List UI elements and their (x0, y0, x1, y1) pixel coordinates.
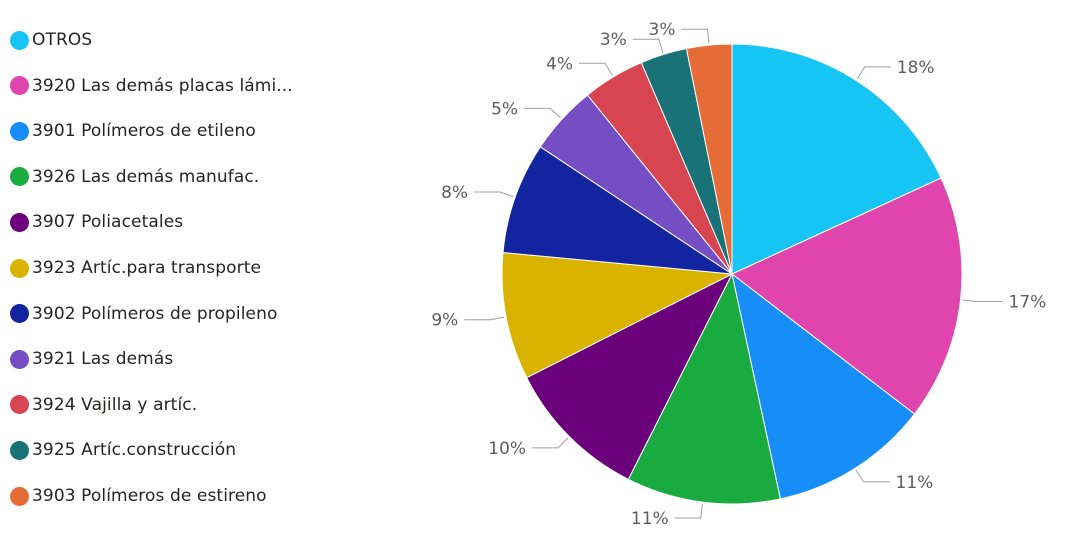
legend-label: 3924 Vajilla y artíc. (32, 394, 198, 415)
legend-item[interactable]: 3920 Las demás placas lámi... (10, 74, 293, 98)
leader-line (856, 66, 891, 79)
data-label: 9% (431, 311, 458, 331)
legend-item[interactable]: 3907 Poliacetales (10, 210, 183, 234)
pie-slice[interactable] (685, 43, 733, 275)
leader-line (962, 299, 1003, 302)
pie-slice[interactable] (627, 272, 781, 505)
leader-line (632, 38, 664, 53)
pie-slice[interactable] (731, 43, 942, 275)
leader-line (681, 28, 710, 44)
legend-swatch (10, 121, 29, 141)
pie-slice[interactable] (502, 146, 733, 275)
legend-item[interactable]: 3924 Vajilla y artíc. (10, 393, 197, 417)
legend-label: 3902 Polímeros de propileno (32, 303, 278, 324)
legend-item[interactable]: 3903 Polímeros de estireno (10, 484, 267, 508)
legend-label: 3901 Polímeros de etileno (32, 121, 256, 142)
legend-label: 3921 Las demás (32, 349, 174, 370)
data-label: 11% (896, 473, 934, 493)
pie-slice[interactable] (501, 251, 734, 379)
data-label: 3% (649, 20, 676, 40)
leader-line (464, 316, 505, 321)
leader-line (524, 107, 561, 119)
legend-swatch (10, 395, 29, 415)
legend-item[interactable]: 3923 Artíc.para transporte (10, 256, 261, 280)
legend-label: 3925 Artíc.construcción (32, 440, 237, 461)
data-label: 17% (1009, 293, 1047, 313)
leader-line (532, 437, 569, 449)
legend-label: 3903 Polímeros de estireno (32, 486, 267, 506)
legend-swatch (10, 167, 29, 187)
data-label: 4% (546, 54, 573, 74)
legend-swatch (10, 440, 29, 460)
legend-swatch (10, 76, 29, 96)
legend-label: 3907 Poliacetales (32, 212, 184, 233)
data-label: 3% (600, 30, 627, 50)
legend-swatch (10, 304, 29, 324)
legend-item[interactable]: 3925 Artíc.construcción (10, 438, 236, 462)
legend-label: OTROS (32, 30, 93, 50)
legend-swatch (10, 486, 29, 506)
pie-slice[interactable] (731, 272, 916, 500)
leader-line (855, 469, 890, 483)
pie-slice[interactable] (526, 272, 734, 480)
legend-item[interactable]: 3926 Las demás manufac. (10, 165, 259, 189)
leader-line (474, 191, 514, 198)
legend-swatch (10, 258, 29, 278)
pie-labels: 18% 17% 11% 11% 10% 9% 8% 5% 4% 3% 3% (431, 20, 1046, 529)
data-label: 10% (488, 439, 526, 459)
legend-item[interactable]: 3902 Polímeros de propileno (10, 302, 278, 326)
data-label: 8% (441, 183, 468, 203)
pie-slices (501, 43, 963, 505)
legend-label: 3920 Las demás placas lámi... (32, 75, 293, 96)
legend-swatch (10, 30, 29, 50)
data-label: 11% (631, 509, 669, 529)
pie-slice[interactable] (731, 177, 963, 415)
legend-label: 3923 Artíc.para transporte (32, 258, 262, 278)
leader-line (579, 62, 613, 76)
legend-label: 3926 Las demás manufac. (32, 166, 260, 187)
leader-line (674, 504, 703, 519)
legend-swatch (10, 349, 29, 369)
legend-item[interactable]: 3921 Las demás (10, 347, 173, 371)
data-label: 5% (491, 99, 518, 119)
data-label: 18% (897, 58, 935, 78)
legend-item[interactable]: 3901 Polímeros de etileno (10, 119, 256, 143)
legend-item[interactable]: OTROS (10, 28, 92, 52)
legend-swatch (10, 212, 29, 232)
